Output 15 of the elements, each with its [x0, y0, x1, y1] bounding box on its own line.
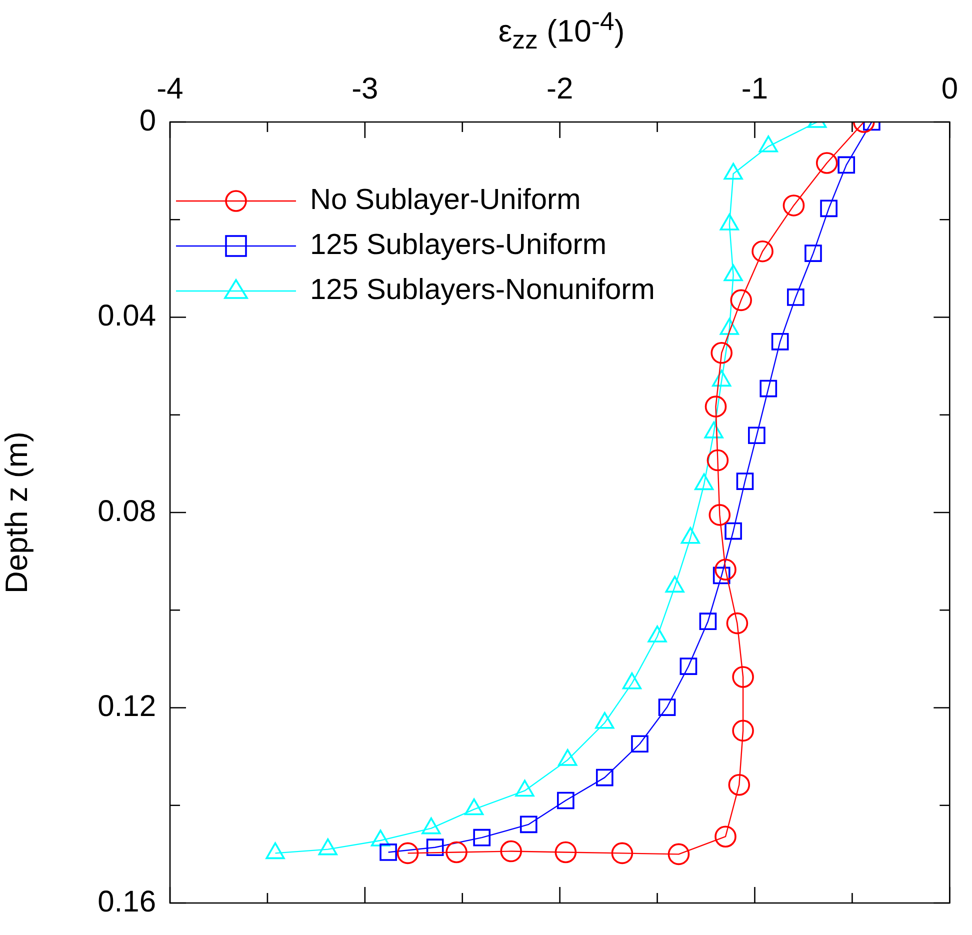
legend-label: No Sublayer-Uniform — [310, 183, 581, 218]
x-tick-label: 0 — [941, 72, 958, 106]
x-tick-label: -3 — [352, 72, 378, 106]
y-tick-label: 0.04 — [98, 300, 156, 333]
y-tick-label: 0.08 — [98, 494, 156, 528]
x-tick-label: -2 — [546, 72, 574, 106]
y-tick-label: 0.12 — [98, 690, 156, 724]
x-tick-label: -4 — [156, 72, 184, 106]
x-axis-title: ε$_{zz}$ (10$^{-4}$) — [497, 8, 626, 56]
y-tick-label: 0.16 — [98, 885, 156, 918]
legend-label: 125 Sublayers-Uniform — [310, 228, 607, 263]
y-tick-label: 0 — [139, 104, 156, 138]
x-tick-label: -1 — [741, 72, 768, 106]
y-axis-title: Depth z (m) — [0, 432, 34, 594]
legend-label: 125 Sublayers-Nonuniform — [310, 273, 655, 308]
